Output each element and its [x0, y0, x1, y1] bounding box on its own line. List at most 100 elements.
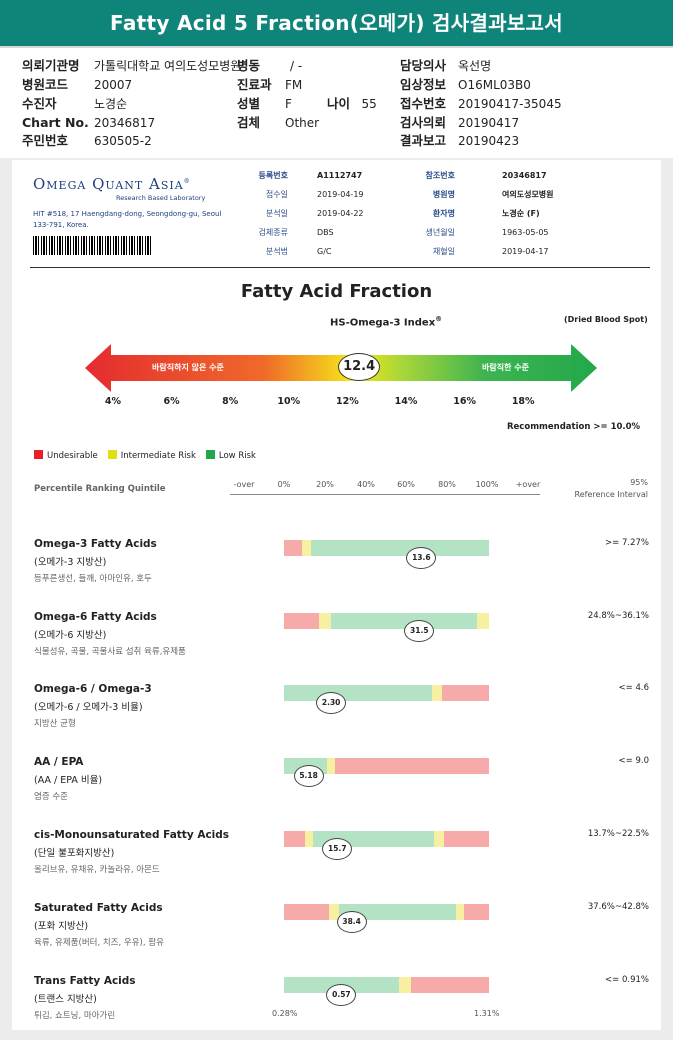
percentile-header: -over: [233, 480, 255, 489]
percentile-header: 40%: [357, 480, 375, 489]
value-marker: 13.6: [406, 547, 437, 569]
bar-segment-red: [443, 831, 489, 847]
marker-sources: 육류, 유제품(버터, 치즈, 우유), 팜유: [34, 938, 164, 948]
reference-interval: <= 9.0: [618, 756, 649, 766]
bar-segment-yellow: [456, 904, 465, 920]
col2-label: 검체: [237, 115, 261, 130]
percentile-bar: 31.5: [284, 613, 489, 642]
percentile-bar: 0.57: [284, 977, 489, 1006]
marker-subtitle: (트랜스 지방산): [34, 994, 97, 1005]
reference-interval-header: 95% Reference Interval: [552, 477, 648, 501]
marker-row: cis-Monounsaturated Fatty Acids (단일 불포화지방…: [34, 829, 649, 901]
marker-name: Saturated Fatty Acids: [34, 902, 163, 914]
percentile-bar: 15.7: [284, 831, 489, 860]
col1-label: 병원코드: [22, 77, 69, 92]
marker-sources: 염증 수준: [34, 792, 68, 802]
value-marker: 2.30: [316, 692, 347, 714]
marker-row: Saturated Fatty Acids (포화 지방산) 육류, 유제품(버터,…: [34, 902, 649, 974]
meta-left-value: G/C: [317, 247, 332, 256]
percentile-bar: 13.6: [284, 540, 489, 569]
bar-segment-yellow: [304, 831, 313, 847]
marker-name: cis-Monounsaturated Fatty Acids: [34, 829, 230, 841]
barcode-image: [33, 236, 151, 255]
meta-right-label: 참조번호: [425, 171, 455, 180]
marker-name: Trans Fatty Acids: [34, 975, 136, 987]
trans-min-label: 0.28%: [272, 1009, 298, 1018]
col2-label: 진료과: [237, 77, 272, 92]
col2-value: Other: [285, 116, 320, 130]
marker-subtitle: (포화 지방산): [34, 921, 89, 932]
reference-interval: 13.7%~22.5%: [587, 829, 649, 839]
meta-right-label: 채혈일: [432, 247, 455, 256]
gauge-desirable-label: 바람직한 수준: [482, 363, 529, 372]
report-paper: Omega Quant Asia® Research Based Laborat…: [12, 160, 661, 1030]
gauge-tick-label: 8%: [222, 396, 239, 407]
marker-name: AA / EPA: [34, 756, 84, 768]
col3-label: 임상정보: [400, 77, 447, 92]
legend-item: Undesirable: [34, 450, 98, 461]
marker-row: Omega-6 / Omega-3 (오메가-6 / 오메가-3 비율) 지방산 균…: [34, 683, 649, 755]
marker-subtitle: (오메가-3 지방산): [34, 557, 107, 568]
legend-swatch: [205, 450, 215, 459]
marker-name: Omega-6 Fatty Acids: [34, 611, 157, 623]
col1-value: 노경순: [94, 97, 128, 111]
meta-right-label: 생년월일: [425, 228, 455, 237]
col1-label: 수진자: [22, 96, 57, 111]
meta-right-label: 환자명: [432, 209, 455, 218]
bar-segment-yellow: [302, 540, 311, 556]
legend-label: Intermediate Risk: [120, 451, 196, 461]
percentile-header: 20%: [316, 480, 334, 489]
sample-type: (Dried Blood Spot): [564, 315, 648, 324]
value-marker: 38.4: [336, 911, 367, 933]
marker-subtitle: (오메가-6 / 오메가-3 비율): [34, 702, 143, 713]
legend-item: Low Risk: [205, 450, 256, 461]
reference-interval: <= 0.91%: [605, 975, 649, 985]
col3-label: 담당의사: [400, 58, 447, 73]
patient-info-panel: 의뢰기관명 가톨릭대학교 여의도성모병원 병원코드 20007 수진자 노경순 Chart …: [0, 46, 673, 158]
col3-value: 20190417: [458, 116, 520, 130]
gauge-tick-label: 16%: [453, 396, 476, 407]
age-field: 나이 55: [327, 95, 377, 113]
col2-label: 성별: [237, 96, 261, 111]
marker-name: Omega-6 / Omega-3: [34, 683, 152, 695]
value-marker: 0.57: [326, 984, 357, 1006]
bar-segment-red: [335, 758, 489, 774]
meta-left-label: 접수일: [265, 190, 288, 199]
meta-right-value: 노경순 (F): [502, 209, 540, 218]
value-marker: 15.7: [322, 838, 353, 860]
percentile-bar: 38.4: [284, 904, 489, 933]
meta-left-label: 등록번호: [258, 171, 288, 180]
gauge-tick-label: 4%: [104, 396, 122, 407]
reference-interval: <= 4.6: [618, 683, 649, 693]
col3-value: 20190423: [458, 134, 520, 148]
report-title: Fatty Acid 5 Fraction(오메가) 검사결과보고서: [0, 0, 673, 46]
gauge-tick-label: 6%: [163, 396, 180, 407]
marker-sources: 등푸른생선, 들깨, 아마인유, 호두: [34, 574, 152, 584]
index-subtitle-text: HS-Omega-3 Index: [330, 317, 436, 329]
col3-value: 옥선명: [458, 59, 492, 73]
gauge-tick-label: 14%: [394, 396, 418, 407]
marker-sources: 튀김, 쇼트닝, 마아가린: [34, 1011, 116, 1021]
bar-segment-yellow: [327, 758, 336, 774]
bar-segment-green: [339, 904, 457, 920]
percentile-header: +over: [515, 480, 541, 489]
reference-interval: 37.6%~42.8%: [587, 902, 649, 912]
chart-title: Fatty Acid Fraction: [240, 281, 433, 302]
lab-logo-registered: ®: [183, 178, 191, 185]
percentile-header: 100%: [475, 480, 499, 489]
meta-left-label: 분석법: [265, 247, 288, 256]
bar-segment-red: [284, 540, 303, 556]
index-value-marker: 12.4: [338, 353, 381, 381]
percentile-axis: [230, 494, 540, 495]
legend-swatch: [34, 450, 43, 459]
meta-left-value: A1112747: [317, 171, 363, 180]
col1-label: Chart No.: [22, 115, 89, 130]
meta-left-value: 2019-04-22: [317, 209, 364, 218]
col3-value: O16ML03B0: [458, 78, 531, 92]
reference-interval: 24.8%~36.1%: [587, 611, 649, 621]
meta-left-label: 검체종류: [258, 228, 288, 237]
value-marker: 5.18: [293, 765, 324, 787]
value-marker: 31.5: [404, 620, 435, 642]
gauge-tick-label: 18%: [511, 396, 535, 407]
marker-sources: 올리브유, 유채유, 카놀라유, 아몬드: [34, 865, 160, 875]
